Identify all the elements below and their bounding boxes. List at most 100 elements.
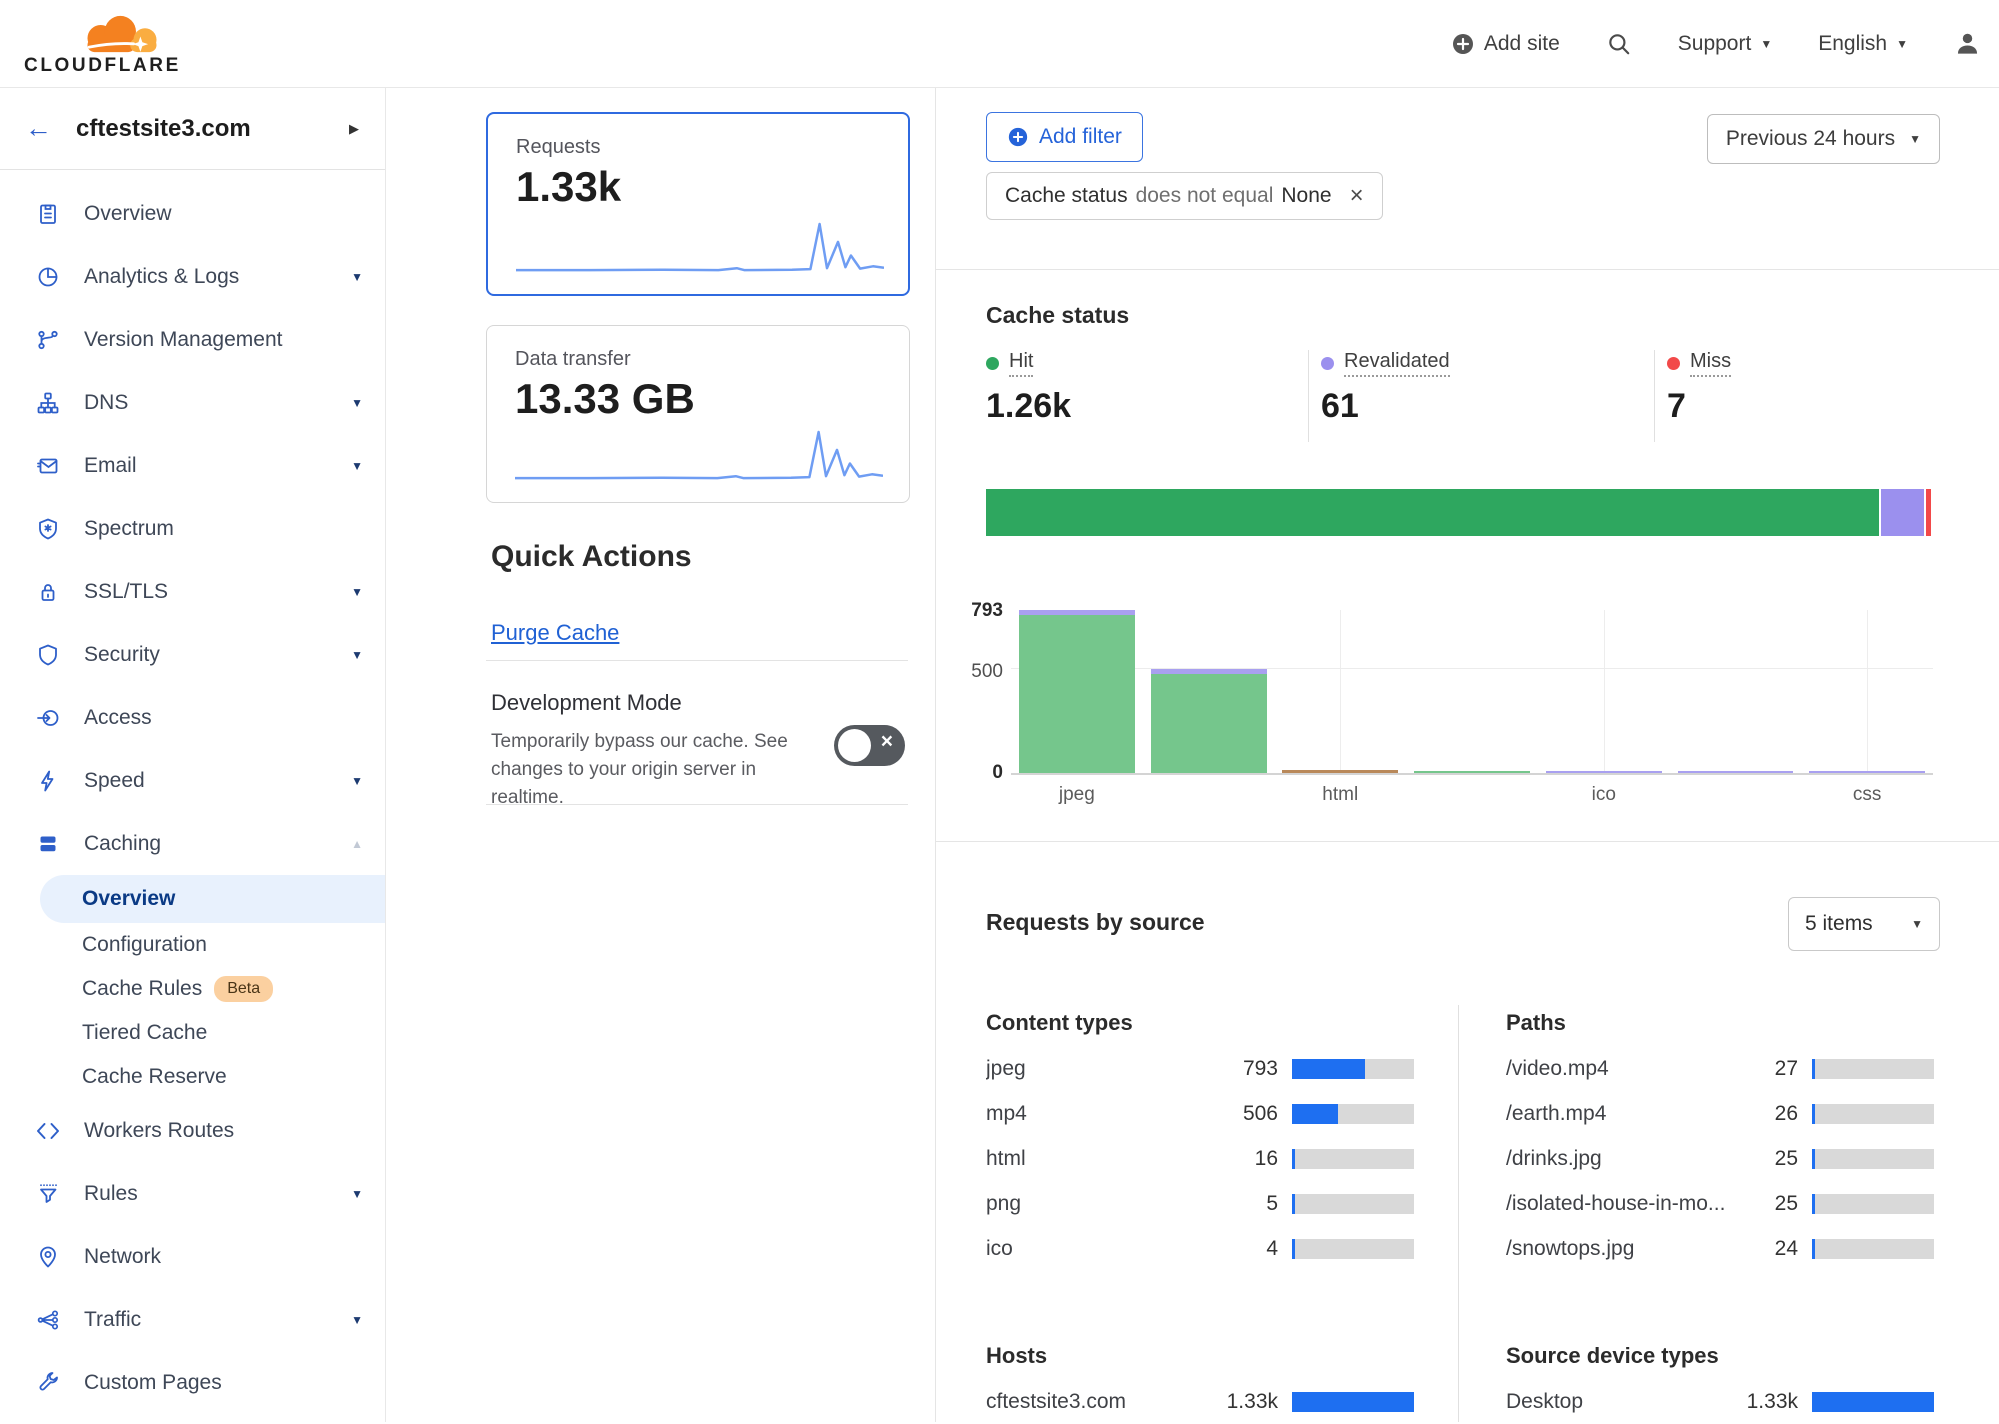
sidebar-item-workers-routes[interactable]: Workers Routes [0, 1099, 385, 1162]
add-site-button[interactable]: Add site [1451, 32, 1560, 56]
add-filter-label: Add filter [1039, 125, 1122, 148]
row-label: cftestsite3.com [986, 1389, 1127, 1413]
account-menu[interactable] [1954, 30, 1981, 57]
row-value: 24 [1774, 1236, 1798, 1260]
items-count-dropdown[interactable]: 5 items ▼ [1788, 897, 1940, 951]
row-bar [1812, 1193, 1934, 1214]
chart-bar [1406, 610, 1538, 773]
remove-filter-icon[interactable]: × [1349, 182, 1364, 209]
sidebar-item-label: Speed [84, 768, 145, 792]
back-arrow-icon[interactable]: ← [25, 113, 52, 143]
list-item[interactable]: png 5 [986, 1181, 1414, 1226]
items-count-label: 5 items [1805, 912, 1873, 935]
sidebar-item-overview[interactable]: Overview [0, 182, 385, 245]
purge-cache-link[interactable]: Purge Cache [491, 620, 620, 645]
sidebar-subitem-cache-reserve[interactable]: Cache Reserve [0, 1055, 385, 1099]
clipboard-icon [36, 202, 60, 226]
sidebar-item-analytics-logs[interactable]: Analytics & Logs ▼ [0, 245, 385, 308]
add-filter-button[interactable]: Add filter [986, 112, 1143, 162]
row-value: 16 [1254, 1146, 1278, 1170]
row-value: 506 [1242, 1101, 1278, 1125]
caching-submenu: Overview Configuration Cache Rules Beta T… [0, 875, 385, 1099]
list-item[interactable]: mp4 506 [986, 1091, 1414, 1136]
beta-badge: Beta [214, 976, 274, 1002]
top-bar: CLOUDFLARE Add site Support ▼ English ▼ [0, 0, 1999, 88]
sidebar-item-spectrum[interactable]: Spectrum [0, 497, 385, 560]
metric-value: 13.33 GB [515, 375, 695, 422]
requests-metric-card[interactable]: Requests 1.33k [486, 112, 910, 296]
sidebar-item-ssl-tls[interactable]: SSL/TLS ▼ [0, 560, 385, 623]
list-item[interactable]: jpeg 793 [986, 1046, 1414, 1091]
envelope-icon [36, 454, 60, 478]
row-bar [1812, 1148, 1934, 1169]
list-item[interactable]: ico 4 [986, 1226, 1414, 1271]
miss-label[interactable]: Miss [1690, 350, 1732, 377]
sidebar-item-custom-pages[interactable]: Custom Pages [0, 1351, 385, 1414]
sidebar-item-speed[interactable]: Speed ▼ [0, 749, 385, 812]
row-value: 27 [1774, 1056, 1798, 1080]
sidebar-subitem-tiered-cache[interactable]: Tiered Cache [0, 1011, 385, 1055]
sidebar-item-dns[interactable]: DNS ▼ [0, 371, 385, 434]
divider [1654, 350, 1655, 442]
plus-circle-icon [1008, 127, 1028, 147]
sidebar-item-version-management[interactable]: Version Management [0, 308, 385, 371]
sidebar-subitem-cache-rules[interactable]: Cache Rules Beta [0, 967, 385, 1011]
sidebar-item-traffic[interactable]: Traffic ▼ [0, 1288, 385, 1351]
sidebar-item-rules[interactable]: Rules ▼ [0, 1162, 385, 1225]
filter-chip[interactable]: Cache status does not equal None × [986, 172, 1383, 220]
sidebar-item-access[interactable]: Access [0, 686, 385, 749]
revalidated-value: 61 [1321, 387, 1359, 425]
row-label: ico [986, 1236, 1013, 1260]
sidebar-item-label: SSL/TLS [84, 579, 169, 603]
language-menu[interactable]: English ▼ [1818, 32, 1908, 56]
cache-status-segment [1880, 489, 1925, 536]
cloudflare-logo[interactable]: CLOUDFLARE [24, 11, 194, 77]
chevron-down-icon: ▼ [351, 584, 363, 599]
support-menu[interactable]: Support ▼ [1678, 32, 1772, 56]
filter-value: None [1281, 184, 1332, 207]
sidebar-subitem-configuration[interactable]: Configuration [0, 923, 385, 967]
sidebar-item-security[interactable]: Security ▼ [0, 623, 385, 686]
metric-label: Data transfer [515, 348, 631, 370]
sidebar-item-network[interactable]: Network [0, 1225, 385, 1288]
y-axis-tick: 793 [971, 600, 1003, 621]
funnel-icon [36, 1182, 60, 1206]
list-item[interactable]: /snowtops.jpg 24 [1506, 1226, 1934, 1271]
list-item[interactable]: cftestsite3.com 1.33k [986, 1379, 1414, 1424]
lock-icon [36, 580, 60, 604]
sidebar-subitem-caching-overview[interactable]: Overview [40, 875, 385, 923]
map-pin-icon [36, 1245, 60, 1269]
list-item[interactable]: /earth.mp4 26 [1506, 1091, 1934, 1136]
time-range-dropdown[interactable]: Previous 24 hours ▼ [1706, 114, 1940, 164]
revalidated-label[interactable]: Revalidated [1344, 350, 1450, 377]
hit-dot-icon [986, 357, 999, 370]
wrench-icon [36, 1371, 60, 1395]
cloudflare-wordmark: CLOUDFLARE [24, 54, 181, 76]
hosts-list: Hosts cftestsite3.com 1.33k [986, 1343, 1456, 1424]
y-axis-tick: 0 [992, 762, 1003, 783]
metric-value: 1.33k [516, 163, 622, 210]
requests-by-source-title: Requests by source [986, 909, 1205, 935]
chart-plot-area [1011, 610, 1933, 775]
gridline [1011, 668, 1933, 669]
hit-label[interactable]: Hit [1009, 350, 1034, 377]
subitem-label: Cache Reserve [82, 1065, 227, 1088]
branch-icon [36, 328, 60, 352]
list-item[interactable]: /isolated-house-in-mo... 25 [1506, 1181, 1934, 1226]
sidebar-item-caching[interactable]: Caching ▲ [0, 812, 385, 875]
list-item[interactable]: Desktop 1.33k [1506, 1379, 1934, 1424]
login-arrow-icon [36, 706, 60, 730]
list-item[interactable]: html 16 [986, 1136, 1414, 1181]
data-transfer-metric-card[interactable]: Data transfer 13.33 GB [486, 325, 910, 503]
toggle-knob [838, 729, 871, 762]
y-axis-tick: 500 [971, 661, 1003, 682]
development-mode-toggle[interactable]: × [834, 725, 905, 766]
sidebar-item-email[interactable]: Email ▼ [0, 434, 385, 497]
search-button[interactable] [1606, 31, 1632, 57]
list-item[interactable]: /drinks.jpg 25 [1506, 1136, 1934, 1181]
sidebar-item-label: Rules [84, 1181, 138, 1205]
list-item[interactable]: /video.mp4 27 [1506, 1046, 1934, 1091]
cache-status-distribution-bar [986, 489, 1931, 536]
divider [936, 841, 1999, 842]
chevron-right-icon[interactable]: ▶ [349, 120, 359, 136]
